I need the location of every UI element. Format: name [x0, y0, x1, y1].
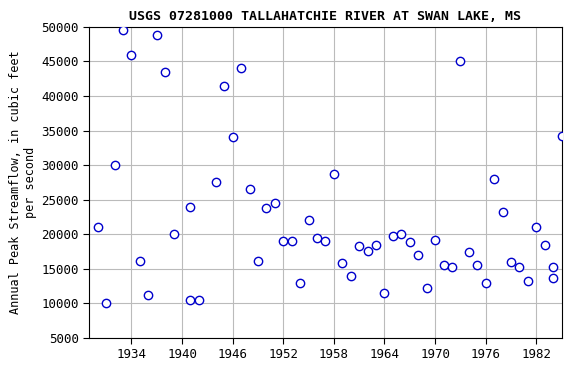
- Point: [186, 297, 195, 303]
- Point: [161, 69, 170, 75]
- Point: [532, 224, 541, 230]
- Point: [245, 186, 254, 192]
- Point: [270, 200, 279, 206]
- Point: [329, 171, 339, 177]
- Point: [464, 248, 473, 255]
- Point: [388, 233, 397, 239]
- Point: [439, 262, 448, 268]
- Point: [321, 238, 330, 244]
- Point: [119, 27, 128, 33]
- Point: [346, 273, 355, 280]
- Point: [338, 260, 347, 266]
- Point: [253, 257, 263, 263]
- Point: [143, 292, 153, 298]
- Point: [186, 204, 195, 210]
- Point: [380, 290, 389, 296]
- Point: [237, 65, 246, 71]
- Point: [228, 134, 237, 141]
- Point: [397, 231, 406, 237]
- Point: [515, 264, 524, 270]
- Point: [414, 252, 423, 258]
- Point: [422, 285, 431, 291]
- Point: [405, 239, 414, 245]
- Point: [372, 242, 381, 248]
- Point: [295, 280, 305, 286]
- Point: [540, 242, 550, 248]
- Point: [135, 257, 145, 263]
- Point: [262, 205, 271, 211]
- Point: [101, 300, 111, 306]
- Point: [110, 162, 119, 168]
- Point: [127, 51, 136, 58]
- Y-axis label: Annual Peak Streamflow, in cubic feet
per second: Annual Peak Streamflow, in cubic feet pe…: [9, 51, 37, 314]
- Point: [304, 217, 313, 223]
- Point: [448, 264, 457, 270]
- Point: [194, 297, 203, 303]
- Point: [219, 83, 229, 89]
- Point: [169, 231, 178, 237]
- Point: [481, 280, 490, 286]
- Point: [279, 238, 288, 244]
- Point: [473, 262, 482, 268]
- Title: USGS 07281000 TALLAHATCHIE RIVER AT SWAN LAKE, MS: USGS 07281000 TALLAHATCHIE RIVER AT SWAN…: [130, 10, 521, 23]
- Point: [506, 259, 516, 265]
- Point: [490, 176, 499, 182]
- Point: [498, 209, 507, 215]
- Point: [152, 32, 161, 38]
- Point: [548, 264, 558, 270]
- Point: [548, 275, 558, 281]
- Point: [557, 133, 566, 139]
- Point: [456, 58, 465, 65]
- Point: [211, 179, 221, 185]
- Point: [312, 235, 321, 241]
- Point: [363, 248, 372, 254]
- Point: [93, 224, 103, 230]
- Point: [430, 237, 439, 243]
- Point: [523, 278, 532, 284]
- Point: [287, 238, 296, 244]
- Point: [355, 243, 364, 249]
